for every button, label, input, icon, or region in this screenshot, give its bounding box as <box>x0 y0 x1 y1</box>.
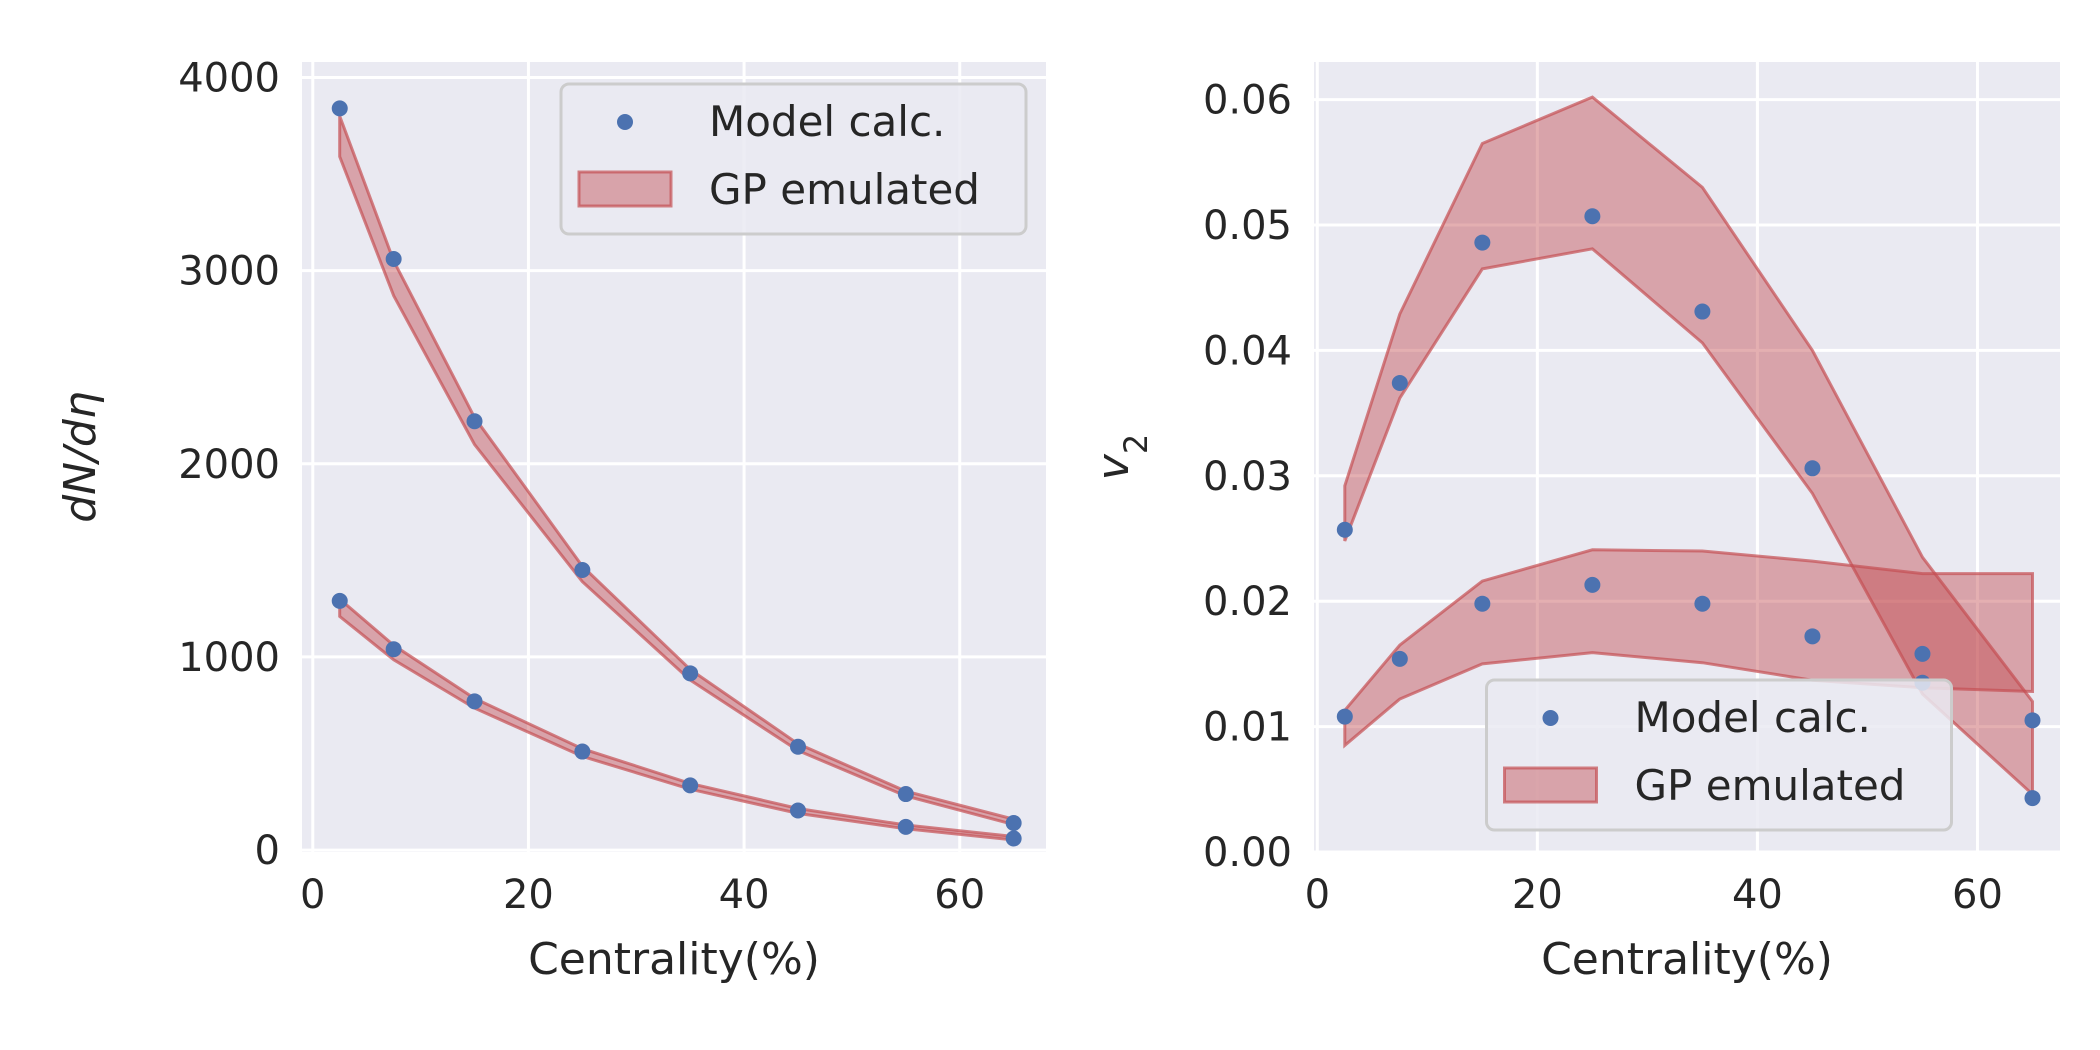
x-tick-label: 0 <box>1305 872 1330 918</box>
data-point <box>1804 460 1821 477</box>
x-tick-label: 40 <box>719 872 770 918</box>
y-tick-label: 0.04 <box>1203 328 1292 374</box>
legend-frame <box>1485 678 1953 832</box>
y-tick-label: 1000 <box>178 635 280 681</box>
x-tick-label: 20 <box>503 872 554 918</box>
y-tick-label: 4000 <box>178 55 280 101</box>
legend: Model calc. GP emulated <box>1485 678 1953 832</box>
chart-right: 0 20 40 60 0.00 0.01 0.02 0.03 0.04 0.05 0.06 Centr… <box>1088 62 2060 985</box>
data-point <box>1694 595 1711 612</box>
data-point <box>1694 303 1711 320</box>
data-point <box>1005 815 1022 832</box>
legend-entry-gp: GP emulated <box>1635 761 1906 810</box>
data-point <box>1584 576 1601 593</box>
data-point <box>790 802 806 819</box>
legend-frame <box>559 82 1028 236</box>
x-tick-label: 60 <box>934 872 985 918</box>
legend-point-marker <box>1542 710 1559 726</box>
data-point <box>682 777 699 794</box>
gp-band <box>1343 548 2034 749</box>
y-tick-label: 0.00 <box>1203 830 1292 876</box>
y-axis-label: v2 <box>1088 434 1155 480</box>
data-point <box>1391 650 1408 667</box>
data-point <box>1914 645 1931 662</box>
legend-point-marker <box>617 114 633 130</box>
data-point <box>466 693 483 710</box>
data-point <box>682 665 699 682</box>
y-tick-label: 0.03 <box>1203 454 1292 500</box>
chart-left: 0 20 40 60 0 1000 2000 3000 4000 Centrality(%) dN/… <box>55 55 1046 985</box>
y-tick-label: 0 <box>255 828 280 874</box>
legend-entry-model: Model calc. <box>1635 693 1871 742</box>
data-point <box>1391 375 1408 392</box>
data-point <box>1336 708 1353 725</box>
data-point <box>2024 790 2041 807</box>
data-point <box>1005 830 1022 847</box>
y-tick-label: 0.05 <box>1203 203 1292 249</box>
y-tick-label: 3000 <box>178 249 280 295</box>
data-point <box>1474 234 1491 251</box>
data-point <box>466 413 483 430</box>
data-point <box>897 818 914 835</box>
data-point <box>897 786 914 803</box>
legend-band-swatch <box>1503 766 1598 804</box>
y-axis-label: dN/dη <box>55 391 106 522</box>
data-point <box>1474 595 1491 612</box>
x-axis-label: Centrality(%) <box>528 934 820 985</box>
data-point <box>790 738 806 755</box>
x-axis-label: Centrality(%) <box>1541 934 1833 985</box>
data-point <box>2024 712 2041 729</box>
data-point <box>1336 521 1353 538</box>
data-point <box>385 641 402 658</box>
data-point <box>331 100 348 117</box>
legend-entry-gp: GP emulated <box>709 165 980 214</box>
x-tick-label: 60 <box>1952 872 2003 918</box>
data-point <box>331 592 348 609</box>
data-point <box>1584 208 1601 225</box>
y-tick-label: 0.02 <box>1203 579 1292 625</box>
x-tick-label: 40 <box>1732 872 1783 918</box>
x-tick-label: 0 <box>300 872 325 918</box>
data-point <box>1804 628 1821 645</box>
legend-band-swatch <box>577 170 673 208</box>
legend: Model calc. GP emulated <box>559 82 1028 236</box>
legend-entry-model: Model calc. <box>709 97 945 146</box>
x-tick-label: 20 <box>1512 872 1563 918</box>
y-tick-label: 0.06 <box>1203 78 1292 124</box>
y-tick-label: 0.01 <box>1203 705 1292 751</box>
data-point <box>574 743 591 760</box>
data-point <box>385 251 402 268</box>
data-point <box>574 561 591 578</box>
y-tick-label: 2000 <box>178 442 280 488</box>
